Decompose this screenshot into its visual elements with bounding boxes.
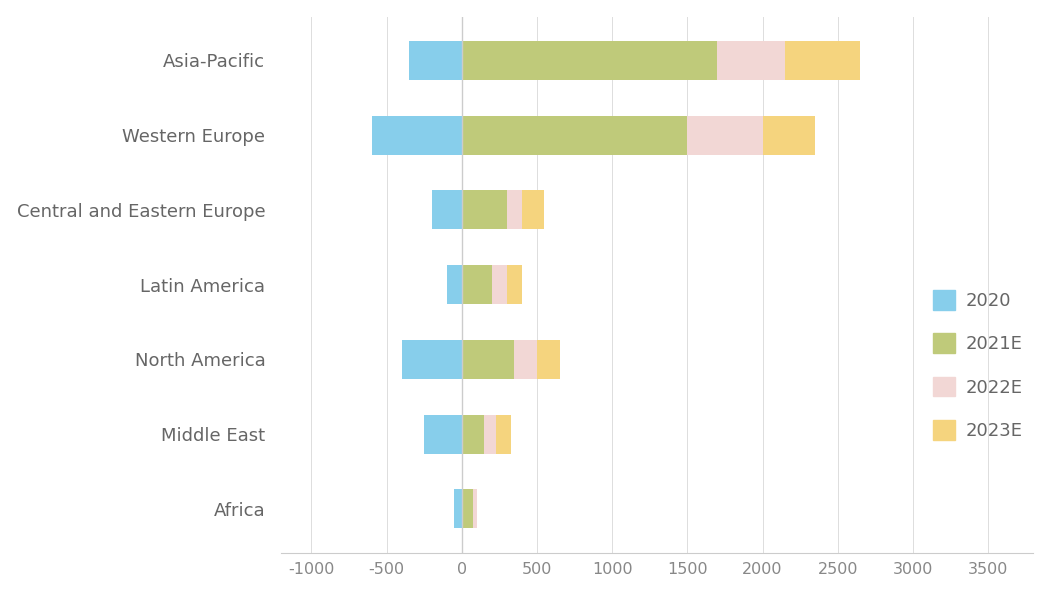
Bar [446, 265, 462, 304]
Bar [785, 41, 860, 80]
Bar [424, 415, 462, 454]
Bar [462, 191, 507, 229]
Bar [491, 265, 507, 304]
Bar [507, 191, 522, 229]
Bar [484, 415, 496, 454]
Legend: 2020, 2021E, 2022E, 2023E: 2020, 2021E, 2022E, 2023E [924, 281, 1032, 449]
Bar [496, 415, 510, 454]
Bar [514, 340, 537, 379]
Bar [432, 191, 462, 229]
Bar [717, 41, 785, 80]
Bar [455, 489, 462, 528]
Bar [474, 489, 477, 528]
Bar [537, 340, 560, 379]
Bar [507, 265, 522, 304]
Bar [462, 116, 688, 154]
Bar [688, 116, 762, 154]
Bar [372, 116, 462, 154]
Bar [462, 265, 491, 304]
Bar [401, 340, 462, 379]
Bar [522, 191, 545, 229]
Bar [462, 415, 484, 454]
Bar [410, 41, 462, 80]
Bar [462, 489, 474, 528]
Bar [762, 116, 815, 154]
Bar [462, 340, 514, 379]
Bar [462, 41, 717, 80]
